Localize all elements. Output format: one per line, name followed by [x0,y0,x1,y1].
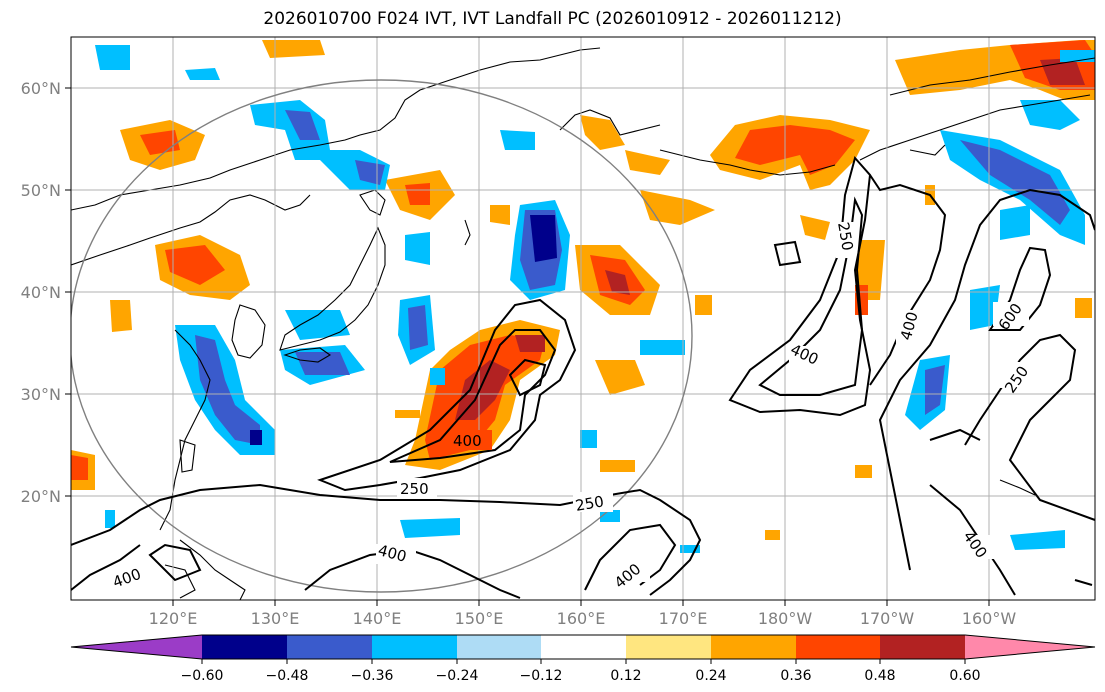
colorbar-extend-low [71,635,202,659]
lon-label: 180°W [758,609,813,628]
latitude-labels: 20°N 30°N 40°N 50°N 60°N [21,79,61,506]
lon-label: 170°E [659,609,708,628]
colorbar-tick: −0.48 [266,668,309,684]
colorbar-tick: −0.36 [351,668,394,684]
axis-ticks [65,87,990,606]
positive-anomaly-shading [71,40,1095,540]
lat-label: 50°N [21,181,61,200]
lon-label: 120°E [149,609,198,628]
reference-circle [71,79,693,593]
colorbar-tick: −0.12 [520,668,563,684]
map-frame [70,36,1096,601]
contour-label: 250 [574,492,605,515]
grid-lines [71,37,1095,600]
contour-label: 400 [453,432,482,450]
colorbar-tick: 0.36 [780,668,811,684]
colorbar: −0.60 −0.48 −0.36 −0.24 −0.12 0.12 0.24 … [70,634,1096,684]
lon-label: 160°W [962,609,1017,628]
map-panel: 400 250 400 400 250 400 250 400 400 600 … [71,37,1095,600]
contour-label: 250 [834,221,857,252]
longitude-labels: 120°E 130°E 140°E 150°E 160°E 170°E 180°… [149,609,1017,628]
lon-label: 170°W [860,609,915,628]
lon-label: 150°E [455,609,504,628]
lon-label: 140°E [353,609,402,628]
lat-label: 20°N [21,487,61,506]
colorbar-tick: 0.24 [695,668,726,684]
colorbar-tick: −0.24 [436,668,479,684]
colorbar-extend-high [965,635,1095,659]
lon-label: 160°E [557,609,606,628]
lat-label: 40°N [21,283,61,302]
colorbar-tick: 0.60 [949,668,980,684]
lat-label: 60°N [21,79,61,98]
lat-label: 30°N [21,385,61,404]
colorbar-tick: 0.48 [864,668,895,684]
contour-label: 250 [400,480,429,498]
coastlines [71,47,1095,600]
colorbar-tick: −0.60 [181,668,224,684]
colorbar-tick: 0.12 [610,668,641,684]
map-title: 2026010700 F024 IVT, IVT Landfall PC (20… [263,9,842,29]
negative-anomaly-shading [95,45,1095,553]
lon-label: 130°E [251,609,300,628]
